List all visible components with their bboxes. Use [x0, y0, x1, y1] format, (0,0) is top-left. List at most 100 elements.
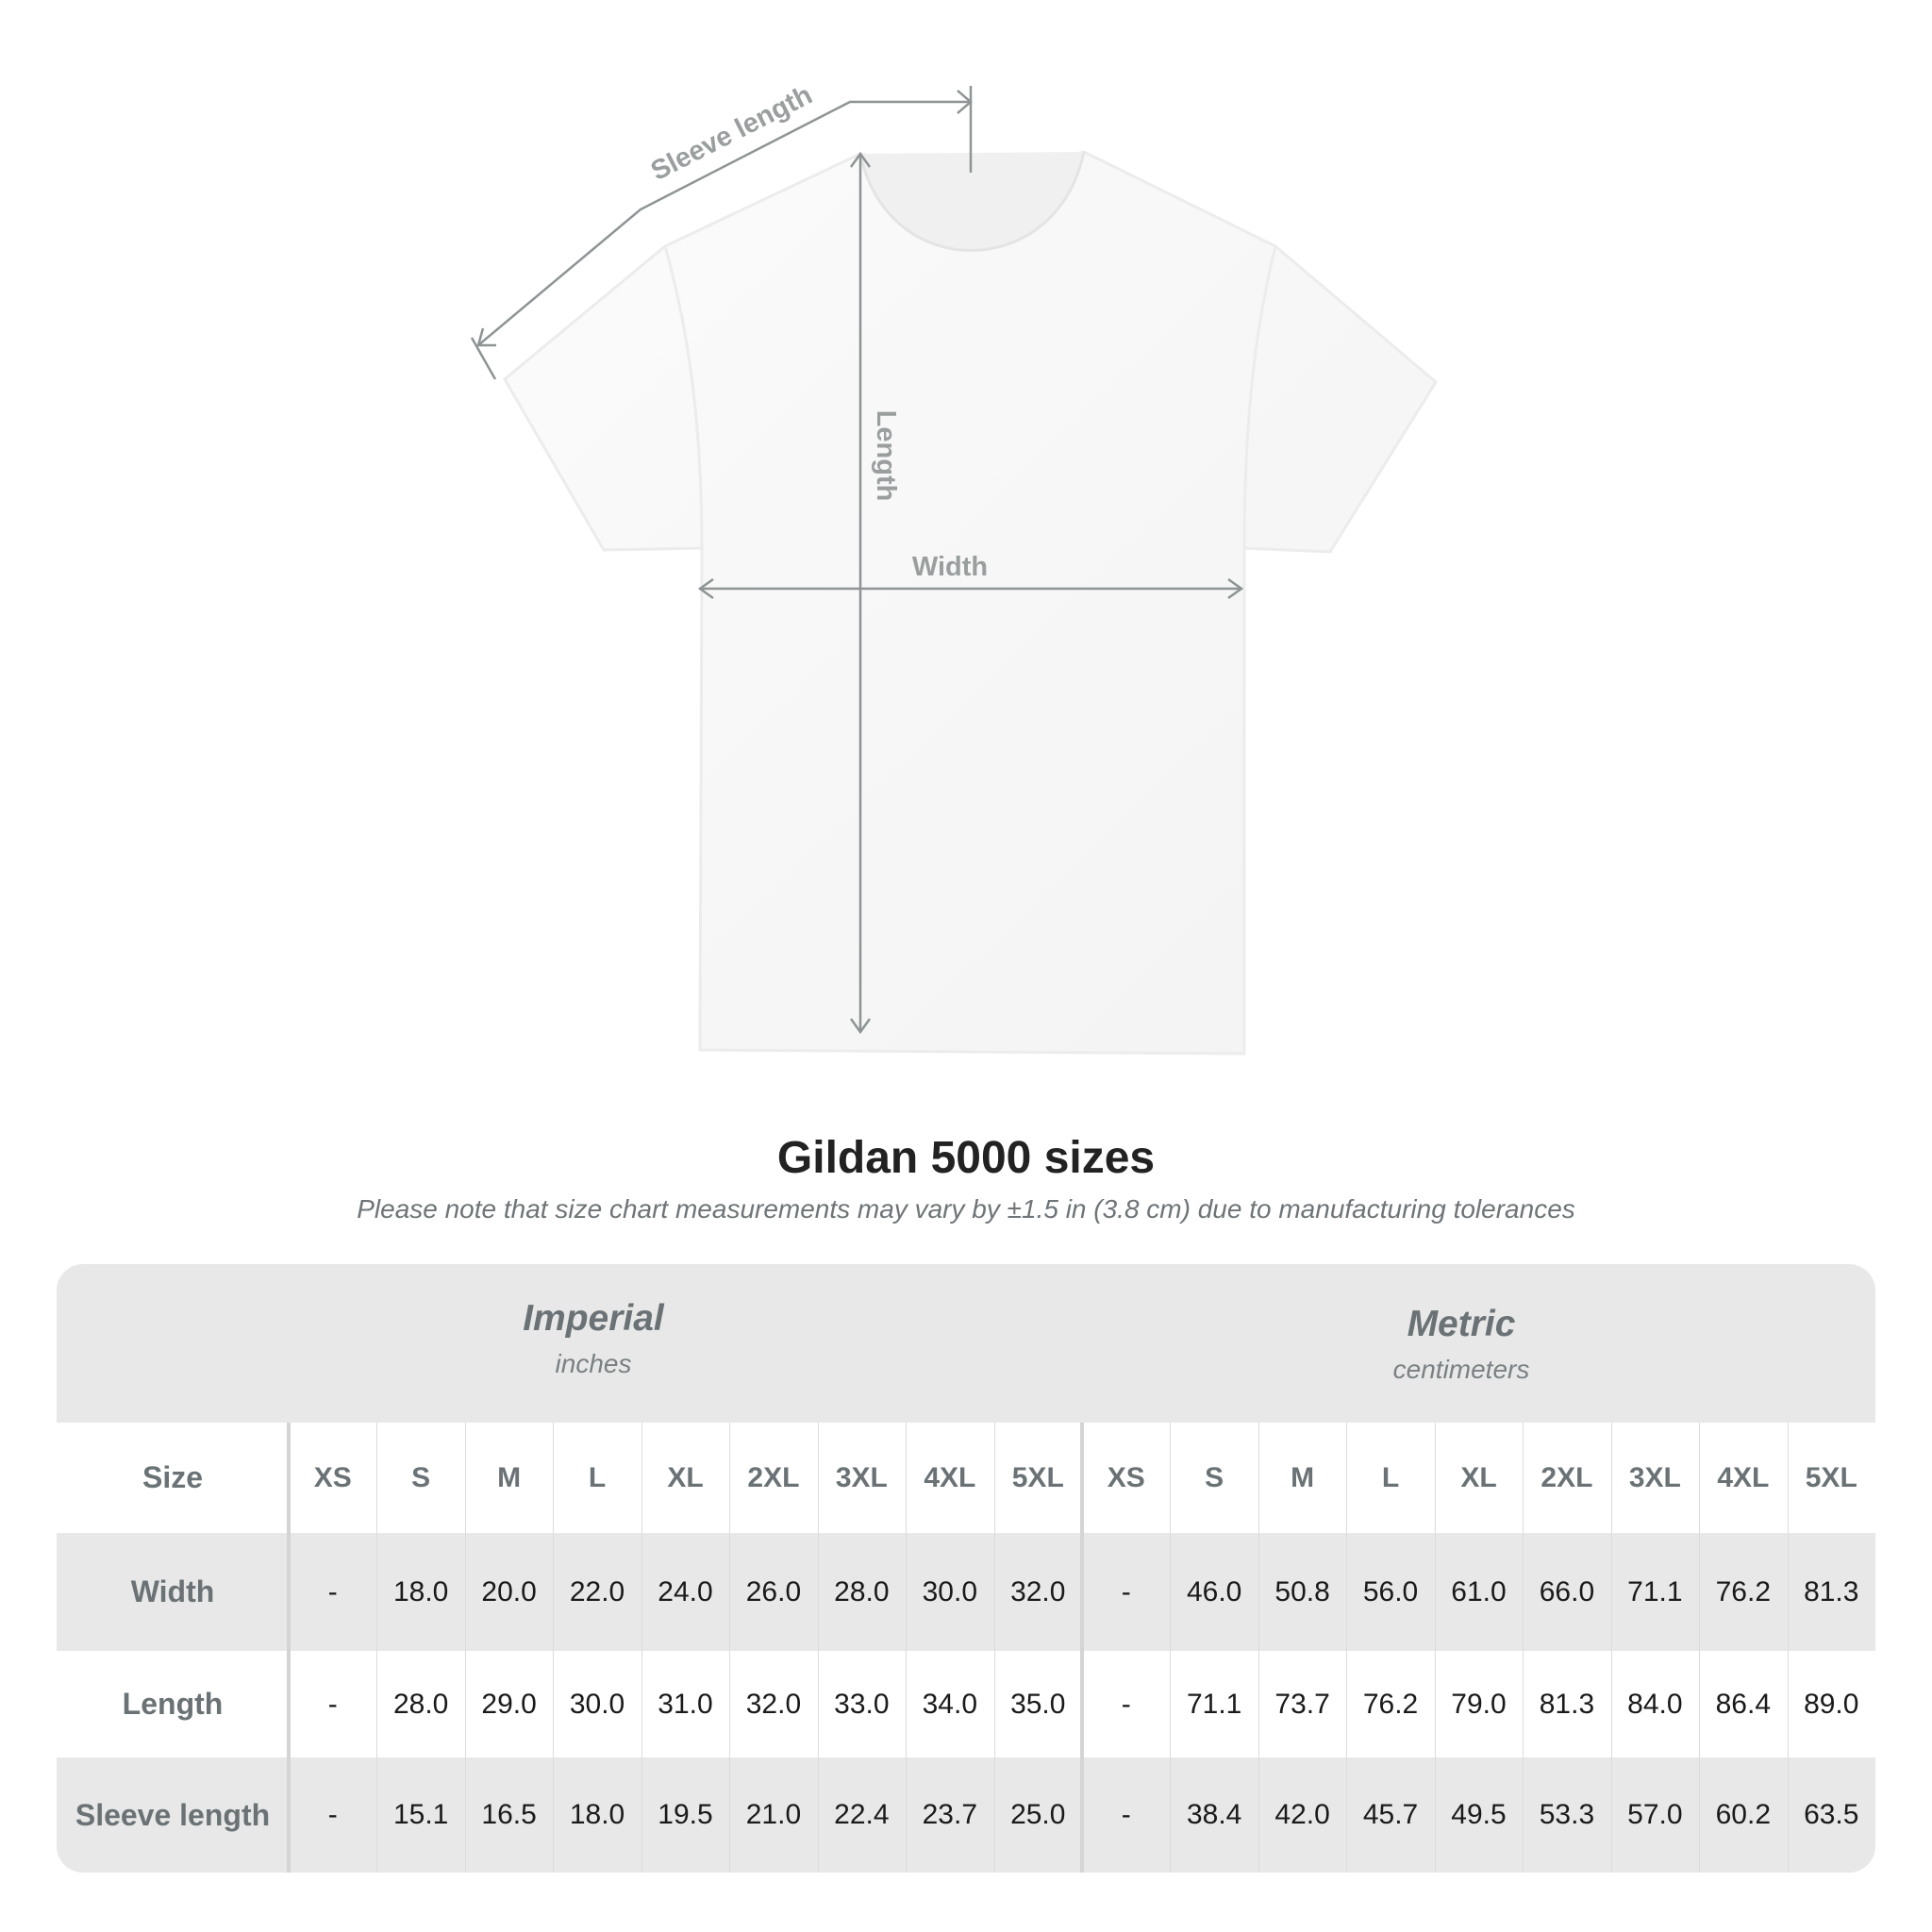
- tolerance-note: Please note that size chart measurements…: [357, 1194, 1575, 1224]
- column-divider: [641, 1423, 642, 1873]
- imperial-title: Imperial: [523, 1298, 664, 1339]
- column-divider: [1080, 1423, 1084, 1873]
- metric-value-cell: 63.5: [1804, 1799, 1859, 1830]
- metric-value-cell: 42.0: [1274, 1799, 1330, 1830]
- row-label: Width: [130, 1574, 215, 1608]
- imperial-size-header: M: [497, 1461, 522, 1493]
- imperial-value-cell: 20.0: [481, 1575, 537, 1607]
- imperial-value-cell: -: [327, 1688, 338, 1720]
- metric-value-cell: 56.0: [1362, 1575, 1419, 1607]
- chart-title: Gildan 5000 sizes: [776, 1133, 1156, 1183]
- imperial-size-header: 2XL: [747, 1461, 800, 1493]
- metric-size-header: M: [1291, 1461, 1315, 1493]
- metric-value-cell: 53.3: [1539, 1799, 1595, 1830]
- imperial-value-cell: 22.4: [834, 1799, 890, 1830]
- imperial-value-cell: 18.0: [569, 1799, 625, 1830]
- imperial-value-cell: 35.0: [1010, 1688, 1066, 1720]
- column-divider: [376, 1423, 378, 1873]
- column-divider: [729, 1423, 731, 1873]
- imperial-header: Imperial inches: [263, 1298, 924, 1379]
- imperial-size-header: L: [588, 1461, 607, 1493]
- metric-size-header: 2XL: [1541, 1461, 1593, 1493]
- imperial-value-cell: 18.0: [392, 1575, 449, 1607]
- metric-value-cell: 61.0: [1451, 1575, 1507, 1607]
- imperial-value-cell: -: [327, 1799, 338, 1830]
- metric-size-header: 4XL: [1717, 1461, 1770, 1493]
- imperial-value-cell: 32.0: [745, 1688, 802, 1720]
- metric-size-header: S: [1205, 1461, 1224, 1493]
- column-divider: [1346, 1423, 1348, 1873]
- imperial-value-cell: 32.0: [1010, 1575, 1066, 1607]
- column-divider: [1610, 1423, 1612, 1873]
- imperial-value-cell: 33.0: [834, 1688, 890, 1720]
- imperial-value-cell: 34.0: [922, 1688, 978, 1720]
- metric-value-cell: 57.0: [1627, 1799, 1683, 1830]
- imperial-value-cell: 15.1: [392, 1799, 449, 1830]
- imperial-value-cell: 30.0: [569, 1688, 625, 1720]
- metric-value-cell: 66.0: [1539, 1575, 1595, 1607]
- metric-size-header: XL: [1460, 1461, 1497, 1493]
- metric-value-cell: 60.2: [1715, 1799, 1772, 1830]
- metric-size-header: L: [1381, 1461, 1400, 1493]
- column-divider: [906, 1423, 908, 1873]
- column-divider: [464, 1423, 466, 1873]
- length-label: Length: [871, 410, 901, 502]
- imperial-value-cell: 28.0: [392, 1688, 449, 1720]
- imperial-size-header: 5XL: [1011, 1461, 1064, 1493]
- imperial-size-header: XL: [667, 1461, 704, 1493]
- imperial-size-header: 3XL: [835, 1461, 888, 1493]
- metric-value-cell: -: [1121, 1575, 1131, 1607]
- imperial-value-cell: 19.5: [658, 1799, 713, 1830]
- metric-value-cell: 79.0: [1451, 1688, 1507, 1720]
- imperial-value-cell: -: [327, 1575, 338, 1607]
- metric-value-cell: 71.1: [1627, 1575, 1683, 1607]
- metric-size-header: 3XL: [1628, 1461, 1681, 1493]
- sleeve-length-label: Sleeve length: [646, 80, 817, 187]
- metric-size-header: 5XL: [1805, 1461, 1857, 1493]
- width-label: Width: [912, 552, 988, 582]
- metric-value-cell: 46.0: [1186, 1575, 1242, 1607]
- column-divider: [1170, 1423, 1172, 1873]
- column-divider: [1787, 1423, 1789, 1873]
- metric-value-cell: -: [1121, 1799, 1131, 1830]
- imperial-value-cell: 30.0: [922, 1575, 978, 1607]
- tshirt-measurement-diagram: Sleeve length Length Width: [470, 80, 1438, 1056]
- metric-value-cell: 81.3: [1804, 1575, 1859, 1607]
- metric-value-cell: 84.0: [1627, 1688, 1683, 1720]
- column-divider: [553, 1423, 555, 1873]
- column-divider: [993, 1423, 995, 1873]
- imperial-size-header: S: [411, 1461, 431, 1493]
- metric-value-cell: 76.2: [1715, 1575, 1772, 1607]
- measurement-lines: [470, 86, 1244, 1035]
- metric-value-cell: 86.4: [1715, 1688, 1772, 1720]
- column-divider: [1434, 1423, 1436, 1873]
- metric-value-cell: 76.2: [1362, 1688, 1419, 1720]
- row-band-sleeve: [57, 1757, 1875, 1873]
- imperial-size-header: 4XL: [924, 1461, 976, 1493]
- unit-header-band: [57, 1264, 1875, 1423]
- row-band-width: [57, 1533, 1875, 1651]
- metric-value-cell: 89.0: [1804, 1688, 1859, 1720]
- size-row-label: Size: [142, 1460, 204, 1494]
- metric-size-header: XS: [1107, 1461, 1145, 1493]
- size-table: Imperial inches Metric centimeters Size X…: [57, 1264, 1875, 1873]
- metric-unit: centimeters: [1392, 1355, 1530, 1384]
- column-divider: [1699, 1423, 1701, 1873]
- metric-value-cell: 45.7: [1362, 1799, 1419, 1830]
- metric-value-cell: 38.4: [1186, 1799, 1242, 1830]
- metric-value-cell: -: [1121, 1688, 1131, 1720]
- imperial-value-cell: 16.5: [481, 1799, 537, 1830]
- metric-value-cell: 71.1: [1186, 1688, 1242, 1720]
- row-label: Length: [122, 1687, 224, 1721]
- metric-value-cell: 50.8: [1274, 1575, 1330, 1607]
- column-divider: [1257, 1423, 1259, 1873]
- tshirt-illustration: [503, 150, 1438, 1056]
- metric-header: Metric centimeters: [1131, 1304, 1791, 1385]
- metric-value-cell: 49.5: [1451, 1799, 1507, 1830]
- column-divider: [817, 1423, 819, 1873]
- imperial-value-cell: 21.0: [745, 1799, 802, 1830]
- imperial-value-cell: 29.0: [481, 1688, 537, 1720]
- imperial-value-cell: 22.0: [569, 1575, 625, 1607]
- imperial-value-cell: 28.0: [834, 1575, 890, 1607]
- imperial-value-cell: 31.0: [658, 1688, 713, 1720]
